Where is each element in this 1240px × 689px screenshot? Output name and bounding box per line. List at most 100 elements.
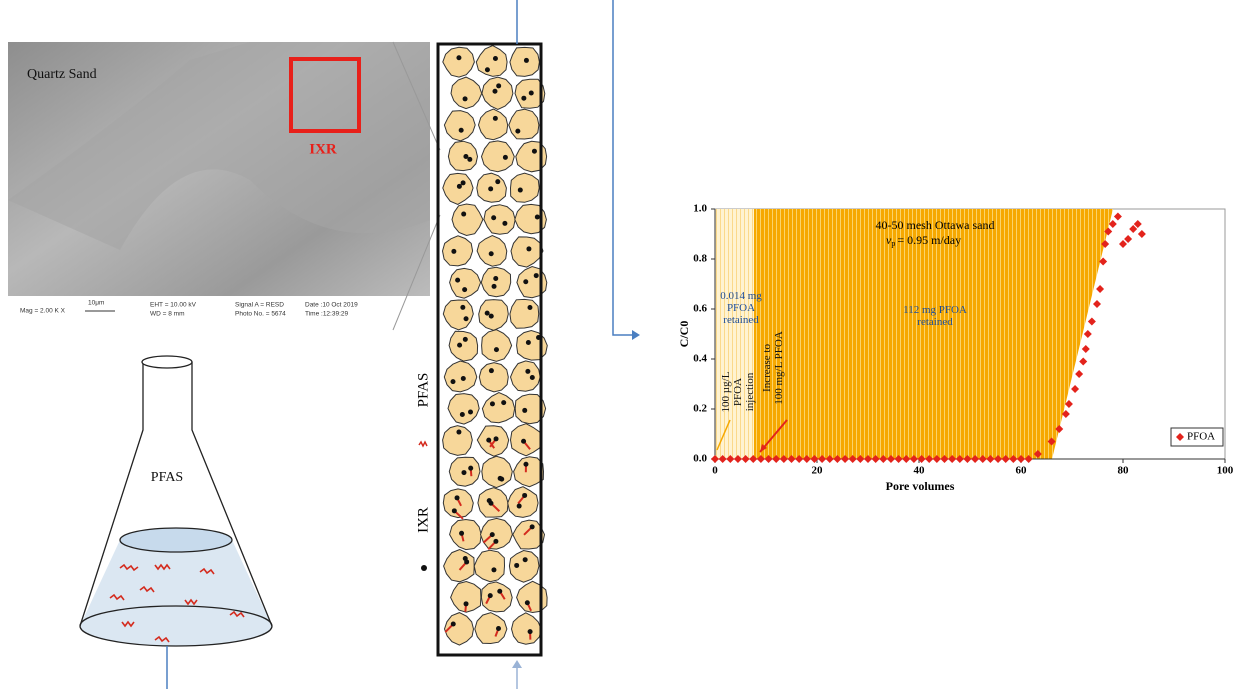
y-axis-label: C/C0	[677, 321, 691, 348]
grain	[441, 235, 474, 267]
grain	[509, 172, 540, 203]
ixr	[450, 379, 456, 385]
ixr	[496, 625, 502, 631]
x-axis-label: Pore volumes	[886, 479, 955, 493]
point	[1024, 455, 1033, 463]
ixr	[460, 304, 466, 310]
grain	[508, 108, 540, 140]
sem-info: Date :10 Oct 2019	[305, 302, 358, 309]
ixr	[528, 90, 534, 96]
ixr	[488, 251, 494, 257]
x-tick-label: 80	[1118, 465, 1130, 477]
grain	[507, 486, 539, 518]
point	[841, 455, 850, 463]
point	[795, 455, 804, 463]
chart	[714, 208, 1226, 460]
point	[772, 455, 781, 463]
x-tick-label: 60	[1016, 465, 1028, 477]
grain	[442, 46, 475, 78]
point	[917, 455, 926, 463]
ixr	[456, 55, 462, 61]
grain	[514, 393, 547, 425]
ixr	[458, 127, 464, 133]
point	[1092, 300, 1101, 308]
ixr	[502, 220, 508, 226]
point	[1017, 455, 1025, 463]
annotation: 40-50 mesh Ottawa sand	[876, 218, 995, 232]
grain	[442, 299, 474, 331]
ixr	[463, 316, 469, 322]
grain	[481, 76, 514, 110]
legend-box	[1170, 427, 1224, 447]
ixr	[467, 156, 473, 162]
grain	[477, 108, 509, 141]
y-tick-label: 0.6	[693, 303, 707, 315]
ixr	[461, 211, 467, 217]
ixr-icon	[421, 565, 427, 571]
grain	[447, 393, 480, 425]
grain	[476, 234, 508, 267]
grain	[449, 267, 482, 299]
ixr	[487, 593, 493, 599]
ixr	[456, 429, 462, 435]
sem-image: Quartz Sand IXR Mag = 2.00 K X 10μm EHT …	[8, 42, 430, 330]
sem-info: Mag = 2.00 K X	[20, 308, 66, 315]
ixr	[525, 340, 531, 346]
point	[1129, 225, 1138, 233]
ixr	[534, 214, 540, 220]
zoom-line	[392, 214, 441, 331]
grain	[514, 203, 547, 235]
ixr	[454, 495, 460, 501]
annotation-part: p	[891, 239, 895, 248]
y-tick-label: 0.4	[693, 353, 707, 365]
annotation-arrow	[760, 444, 767, 452]
grain	[483, 204, 516, 235]
point	[1033, 450, 1042, 458]
point	[1071, 385, 1080, 393]
grain	[475, 45, 508, 77]
ixr	[514, 562, 520, 568]
ixr	[488, 313, 494, 319]
annotation: vp = 0.95 m/day	[886, 233, 961, 248]
ixr	[523, 461, 529, 467]
ixr	[517, 187, 523, 193]
ixr	[529, 524, 535, 530]
grain	[448, 330, 479, 362]
point	[718, 455, 727, 463]
ixr	[493, 436, 499, 442]
ixr	[462, 96, 468, 102]
sem-info: Time :12:39:29	[305, 311, 349, 318]
ixr	[492, 115, 498, 121]
point	[886, 455, 895, 463]
y-tick-label: 0.0	[693, 453, 707, 465]
grain	[443, 612, 475, 646]
grain	[478, 362, 509, 393]
grain	[481, 329, 513, 362]
ixr	[531, 148, 537, 154]
ixr	[492, 55, 498, 61]
flask: PFAS	[79, 355, 273, 647]
grain	[443, 548, 475, 583]
ixr	[455, 277, 461, 283]
ixr	[459, 530, 465, 536]
grain	[480, 266, 512, 298]
point	[848, 455, 857, 463]
point	[871, 455, 880, 463]
ixr	[450, 621, 456, 627]
ixr	[527, 629, 533, 635]
ixr	[460, 376, 466, 382]
ixr	[521, 438, 527, 444]
x-tick-label: 0	[712, 465, 718, 477]
column-legend: PFAS	[415, 373, 431, 408]
point	[1083, 330, 1092, 338]
ixr	[526, 246, 532, 252]
ixr	[489, 401, 495, 407]
point	[864, 455, 872, 463]
region	[715, 209, 754, 459]
sem-info: 10μm	[88, 300, 104, 307]
ixr	[493, 538, 499, 544]
ixr	[459, 411, 465, 417]
annotation: Increase to100 mg/L PFOA	[761, 331, 785, 405]
ixr	[497, 588, 503, 594]
